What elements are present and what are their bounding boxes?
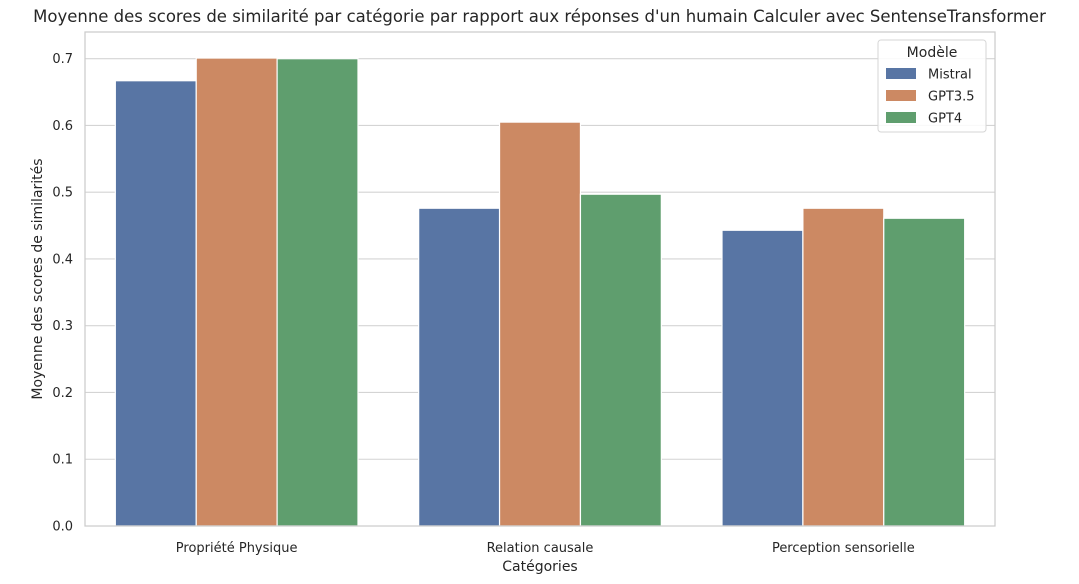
chart-title: Moyenne des scores de similarité par cat… [33, 7, 1046, 26]
y-tick-label: 0.5 [52, 186, 73, 201]
bar-gpt3-5-0 [195, 57, 278, 527]
legend-swatch [886, 68, 916, 79]
legend-label: Mistral [928, 68, 972, 83]
x-tick-label: Perception sensorielle [772, 541, 915, 556]
bar-mistral-0 [114, 80, 197, 527]
y-axis-label: Moyenne des scores de similarités [30, 158, 46, 399]
bar-gpt4-1 [579, 193, 662, 527]
legend-swatch [886, 112, 916, 123]
bars [114, 57, 966, 527]
y-tick-label: 0.3 [52, 319, 73, 334]
bar-gpt3-5-1 [498, 121, 582, 527]
legend-items: Mistral GPT3.5 GPT4 [886, 68, 975, 127]
bar-gpt4-2 [883, 217, 966, 527]
x-tick-label: Relation causale [487, 541, 594, 556]
x-tick-labels: Propriété Physique Relation causale Percep… [176, 541, 915, 556]
legend-box [877, 39, 987, 133]
legend-swatch [886, 90, 916, 101]
y-tick-label: 0.7 [52, 52, 73, 67]
y-tick-labels: 0.0 0.1 0.2 0.3 0.4 0.5 0.6 0.7 [52, 52, 73, 534]
y-tick-label: 0.1 [52, 453, 73, 468]
legend-label: GPT3.5 [928, 90, 975, 105]
bar-mistral-2 [721, 229, 804, 527]
x-axis-label: Catégories [502, 559, 577, 575]
y-tick-label: 0.4 [52, 252, 73, 267]
y-tick-label: 0.2 [52, 386, 73, 401]
bar-mistral-1 [418, 207, 501, 527]
y-tick-label: 0.6 [52, 119, 73, 134]
legend: Modèle Mistral GPT3.5 GPT4 [877, 39, 987, 133]
bar-gpt3-5-2 [802, 207, 885, 527]
y-tick-label: 0.0 [52, 520, 73, 535]
plot-frame [84, 31, 996, 527]
bar-gpt4-0 [276, 58, 359, 527]
legend-label: GPT4 [928, 112, 962, 127]
x-tick-label: Propriété Physique [176, 541, 298, 556]
legend-title: Modèle [907, 45, 958, 61]
